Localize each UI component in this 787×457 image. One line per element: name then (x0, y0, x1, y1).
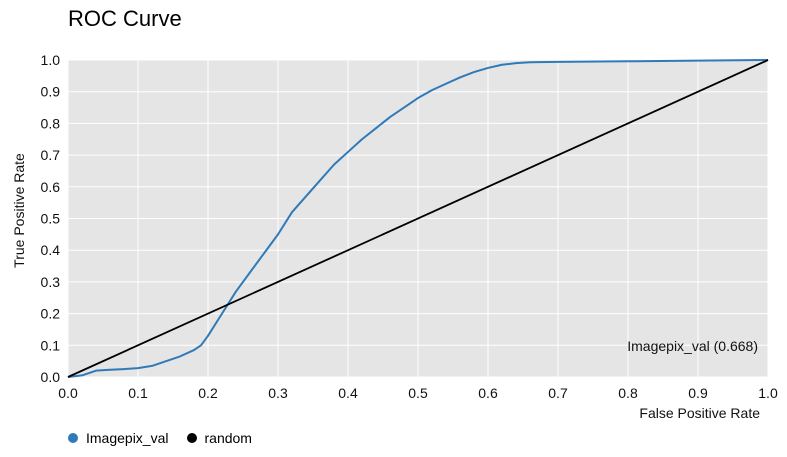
legend-item-random[interactable]: random (186, 430, 252, 446)
y-tick-label: 0.0 (41, 369, 61, 385)
legend-dot-icon (186, 433, 197, 443)
y-tick-label: 0.6 (41, 179, 61, 195)
y-tick-label: 0.9 (41, 84, 61, 100)
x-tick-label: 0.7 (548, 385, 568, 401)
x-tick-label: 0.1 (128, 385, 148, 401)
chart-title: ROC Curve (68, 6, 182, 31)
x-tick-label: 0.3 (268, 385, 288, 401)
x-tick-label: 0.5 (408, 385, 428, 401)
series-lines (67, 59, 769, 378)
x-tick-label: 0.6 (478, 385, 498, 401)
x-tick-label: 1.0 (758, 385, 778, 401)
grid-lines (67, 59, 769, 378)
legend-item-imagepix-val[interactable]: Imagepix_val (68, 430, 169, 446)
x-tick-label: 0.2 (198, 385, 218, 401)
y-tick-label: 0.2 (41, 306, 61, 322)
x-axis-label: False Positive Rate (639, 405, 760, 421)
legend-label: Imagepix_val (86, 430, 169, 446)
y-tick-label: 0.3 (41, 274, 61, 290)
y-tick-label: 0.8 (41, 115, 61, 131)
x-tick-labels: 0.0 0.1 0.2 0.3 0.4 0.5 0.6 0.7 0.8 0.9 1.0 (58, 385, 778, 401)
x-tick-label: 0.8 (618, 385, 638, 401)
y-tick-label: 0.4 (41, 242, 61, 258)
auc-annotation: Imagepix_val (0.668) (627, 338, 758, 354)
series-line-random (67, 59, 769, 378)
legend: Imagepix_val random (68, 430, 270, 446)
legend-label: random (204, 430, 252, 446)
x-tick-label: 0.0 (58, 385, 78, 401)
y-tick-label: 0.1 (41, 337, 61, 353)
y-axis-label: True Positive Rate (11, 153, 27, 268)
y-tick-labels: 0.0 0.1 0.2 0.3 0.4 0.5 0.6 0.7 0.8 0.9 1.0 (41, 52, 61, 385)
x-tick-label: 0.9 (688, 385, 708, 401)
legend-dot-icon (68, 433, 78, 443)
y-tick-label: 0.7 (41, 147, 61, 163)
y-tick-label: 0.5 (41, 211, 61, 227)
x-tick-label: 0.4 (338, 385, 358, 401)
series-line-imagepix-val (67, 59, 769, 378)
y-tick-label: 1.0 (41, 52, 61, 68)
